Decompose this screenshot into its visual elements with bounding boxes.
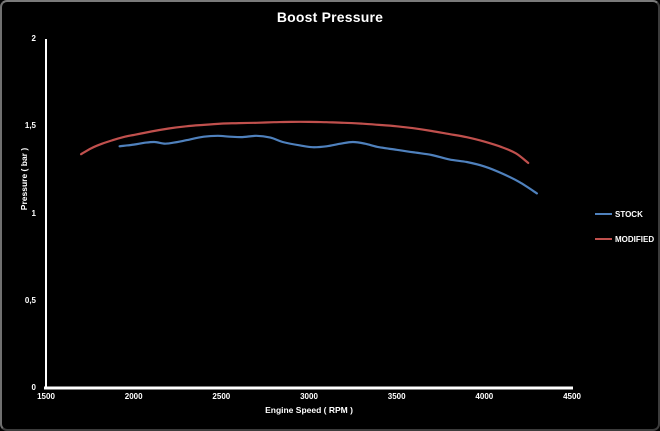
x-tick-label: 1500 [37,392,55,401]
x-tick-label: 3000 [300,392,318,401]
x-tick-label: 3500 [387,392,406,401]
modified-line [80,120,530,164]
chart-title: Boost Pressure [276,9,384,25]
x-tick-label: 2000 [124,392,143,401]
y-axis-title: Pressure ( bar ) [19,147,29,211]
legend: STOCK MODIFIED [595,208,654,258]
y-tick-label: 1,5 [24,121,36,131]
stock-line-swatch [595,213,612,215]
modified-line-swatch [595,238,612,240]
y-tick-label: 1 [31,208,36,218]
legend-item-stock: STOCK [595,208,654,220]
y-tick-label: 0 [31,383,36,392]
legend-item-modified: MODIFIED [595,233,654,245]
legend-label-modified: MODIFIED [615,234,655,244]
x-axis-title: Engine Speed ( RPM ) [265,405,353,415]
y-tick-label: 0,5 [24,295,36,305]
x-tick-label: 4500 [563,392,581,401]
legend-label-stock: STOCK [615,209,643,219]
stock-line [118,134,538,195]
x-tick-label: 4000 [475,392,494,401]
y-tick-label: 2 [31,34,36,43]
x-tick-label: 2500 [212,392,231,401]
